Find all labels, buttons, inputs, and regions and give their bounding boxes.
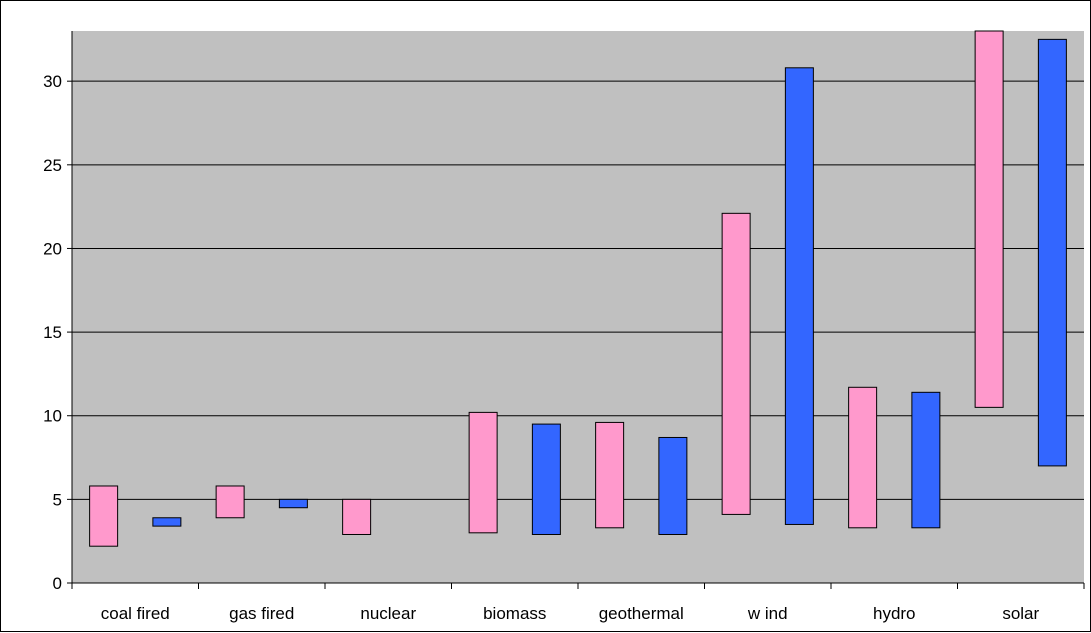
range-bar [721, 212, 751, 515]
range-bar [595, 421, 625, 529]
y-tick-label: 20 [43, 239, 62, 258]
tick-labels: 0 5 10 15 20 25 30 coal fired gas fired nuclear bi… [43, 72, 1039, 623]
range-bar [152, 517, 182, 527]
range-bar [215, 485, 245, 519]
x-tick-label: solar [1002, 604, 1039, 623]
range-bar [911, 391, 941, 529]
range-bar [658, 436, 688, 535]
x-tick-label: gas fired [229, 604, 294, 623]
range-bar [974, 30, 1004, 408]
y-tick-label: 10 [43, 407, 62, 426]
range-bar [278, 498, 308, 509]
range-bar [848, 386, 878, 529]
axes [67, 31, 1085, 589]
x-tick-label: w ind [747, 604, 788, 623]
x-tick-label: hydro [873, 604, 916, 623]
x-tick-label: nuclear [360, 604, 416, 623]
range-bar [342, 498, 372, 535]
range-bar [468, 411, 498, 534]
y-tick-label: 30 [43, 72, 62, 91]
y-tick-label: 15 [43, 323, 62, 342]
range-bar [784, 67, 814, 525]
bars [89, 30, 1067, 547]
y-tick-label: 25 [43, 156, 62, 175]
range-bar [89, 485, 119, 547]
x-tick-label: coal fired [101, 604, 170, 623]
x-tick-label: biomass [483, 604, 546, 623]
range-bar [531, 423, 561, 535]
x-tick-label: geothermal [599, 604, 684, 623]
y-tick-label: 0 [53, 574, 62, 593]
range-bar [1037, 38, 1067, 467]
y-tick-label: 5 [53, 490, 62, 509]
